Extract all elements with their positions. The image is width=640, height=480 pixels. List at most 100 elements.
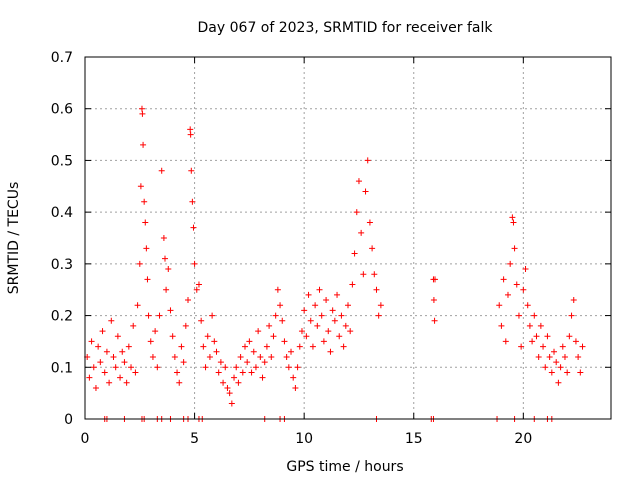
data-point — [268, 353, 275, 360]
y-tick-label: 0.6 — [51, 102, 73, 118]
data-point — [97, 359, 104, 366]
data-point — [373, 286, 380, 293]
data-point — [531, 312, 538, 319]
data-point — [553, 359, 560, 366]
data-point — [152, 328, 159, 335]
data-point — [551, 348, 558, 355]
data-point — [298, 328, 305, 335]
data-point — [542, 364, 549, 371]
data-point — [88, 338, 95, 345]
data-point — [548, 369, 555, 376]
data-point — [351, 250, 358, 257]
data-point — [546, 353, 553, 360]
data-point — [163, 286, 170, 293]
data-point — [540, 343, 547, 350]
data-point — [377, 302, 384, 309]
data-point — [144, 276, 151, 283]
data-point — [180, 359, 187, 366]
data-point — [169, 333, 176, 340]
data-point — [235, 379, 242, 386]
data-point — [226, 390, 233, 397]
data-point — [292, 384, 299, 391]
data-point — [318, 312, 325, 319]
data-point — [134, 302, 141, 309]
data-point — [114, 333, 121, 340]
x-tick-label: 5 — [190, 431, 199, 447]
data-point — [270, 333, 277, 340]
data-point — [241, 343, 248, 350]
data-point — [263, 343, 270, 350]
data-point — [257, 353, 264, 360]
data-point — [520, 286, 527, 293]
data-point — [121, 359, 128, 366]
data-point — [112, 364, 119, 371]
x-tick-label: 20 — [514, 431, 532, 447]
data-point — [309, 343, 316, 350]
y-tick-label: 0.5 — [51, 153, 73, 169]
data-point — [244, 359, 251, 366]
data-point — [198, 317, 205, 324]
data-point — [233, 364, 240, 371]
data-point — [432, 276, 439, 283]
data-point — [353, 209, 360, 216]
data-point — [371, 271, 378, 278]
data-point — [149, 353, 156, 360]
data-point — [340, 343, 347, 350]
data-point — [108, 317, 115, 324]
data-point — [307, 317, 314, 324]
data-point — [188, 167, 195, 174]
y-tick-label: 0.3 — [51, 257, 73, 273]
data-point — [142, 219, 149, 226]
data-point — [195, 281, 202, 288]
data-point — [566, 333, 573, 340]
data-point — [250, 348, 257, 355]
data-point — [375, 312, 382, 319]
data-point — [119, 348, 126, 355]
data-point — [334, 291, 341, 298]
data-point — [190, 224, 197, 231]
data-point — [161, 255, 168, 262]
data-point — [246, 338, 253, 345]
data-point — [154, 364, 161, 371]
data-point — [191, 260, 198, 267]
data-point — [509, 214, 516, 221]
data-point — [165, 266, 172, 273]
data-point — [504, 291, 511, 298]
data-point — [211, 338, 218, 345]
data-point — [515, 312, 522, 319]
data-point — [431, 317, 438, 324]
plot-frame — [84, 56, 612, 420]
data-point — [136, 260, 143, 267]
data-point — [92, 384, 99, 391]
data-point — [158, 167, 165, 174]
data-point — [272, 312, 279, 319]
data-point — [498, 322, 505, 329]
data-point — [347, 328, 354, 335]
data-point — [575, 353, 582, 360]
data-point — [200, 343, 207, 350]
data-point — [507, 260, 514, 267]
data-point — [572, 338, 579, 345]
data-point — [176, 379, 183, 386]
data-point — [325, 328, 332, 335]
data-point — [288, 348, 295, 355]
data-point — [248, 369, 255, 376]
data-point — [360, 271, 367, 278]
data-point — [139, 110, 146, 117]
data-point — [266, 322, 273, 329]
data-point — [362, 188, 369, 195]
data-point — [189, 198, 196, 205]
x-tick-label: 10 — [295, 431, 313, 447]
data-point — [345, 302, 351, 309]
data-point — [231, 374, 238, 381]
data-point — [518, 343, 525, 350]
data-point — [537, 322, 544, 329]
data-point — [314, 322, 321, 329]
y-tick-label: 0 — [64, 412, 73, 428]
data-point — [103, 348, 110, 355]
data-point — [277, 302, 284, 309]
data-point — [123, 379, 130, 386]
y-axis-label: SRMTID / TECUs — [6, 182, 22, 295]
data-point — [202, 364, 209, 371]
data-point — [555, 379, 562, 386]
